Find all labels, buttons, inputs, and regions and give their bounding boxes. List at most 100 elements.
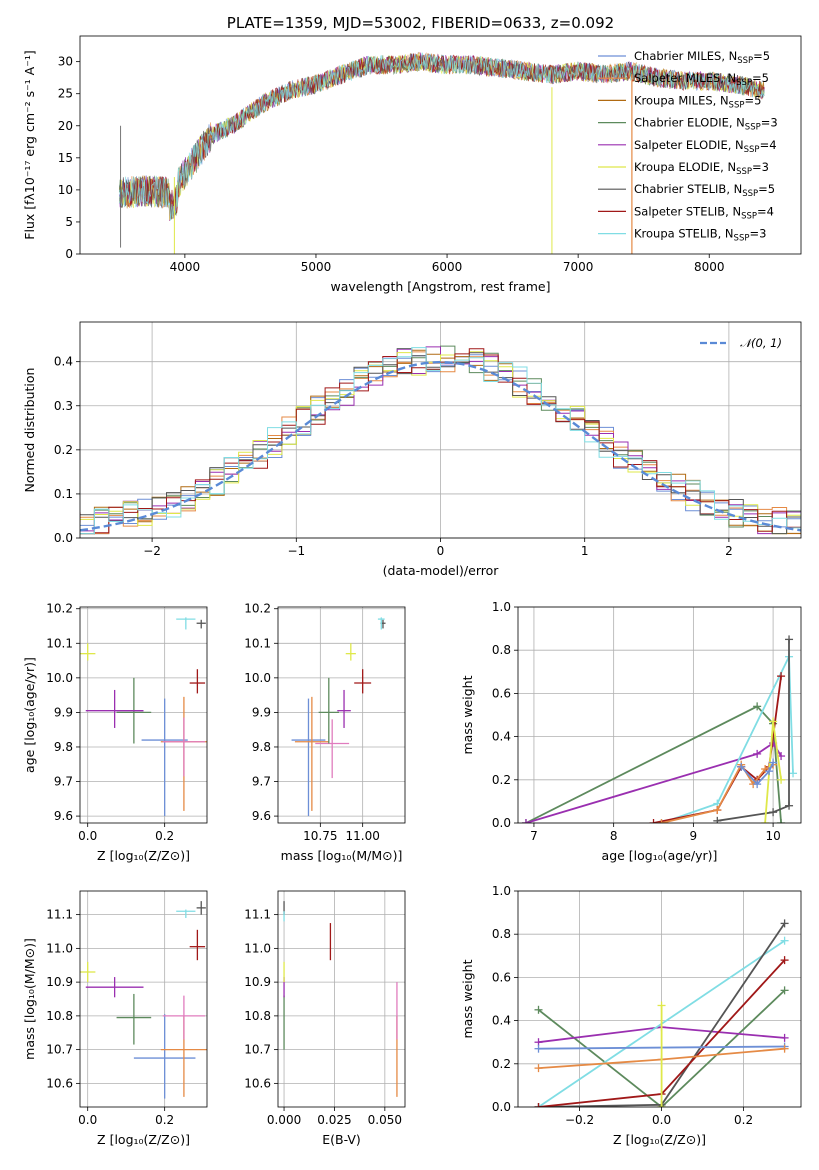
mass-weight-marker: [753, 749, 762, 758]
errorbar-point: [85, 977, 144, 998]
legend-entry-name: Kroupa STELIB, N: [634, 227, 734, 241]
mass-weight-marker: [780, 1044, 789, 1053]
grid-lines: [518, 606, 801, 824]
x-axis-label: wavelength [Angstrom, rest frame]: [330, 279, 550, 294]
mass-weight-marker: [737, 762, 746, 771]
mass-weight-marker: [789, 769, 798, 778]
y-tick-label: 1.0: [492, 600, 511, 614]
y-tick-label: 0.4: [492, 730, 511, 744]
legend-entry-sub: SSP: [742, 189, 758, 199]
mass-weight-line: [661, 656, 794, 823]
spectrum-line: [118, 52, 765, 221]
plot-frame: [79, 890, 208, 1108]
y-tick-label: 0.6: [492, 686, 511, 700]
x-tick-label: 9: [690, 829, 698, 843]
y-tick-label: 9.8: [54, 740, 73, 754]
mass-weight-line: [525, 741, 782, 823]
plot-frame: [517, 890, 802, 1108]
legend-entry-name: Kroupa MILES, N: [634, 93, 729, 107]
ticks: 7 8 9 10 0.0 0.2 0.4 0.6 0.8 1.0: [492, 600, 781, 843]
errorbar-points: [80, 901, 207, 1099]
y-tick-label: 30: [58, 55, 73, 69]
legend-entry-sub: SSP: [734, 234, 750, 244]
y-tick-label: 10.6: [46, 1076, 73, 1090]
errorbar-point: [196, 901, 206, 915]
errorbar-point: [80, 643, 96, 661]
mass-weight-marker: [769, 758, 778, 767]
y-tick-label: 10.8: [244, 1009, 271, 1023]
x-tick-label: 11.00: [345, 829, 379, 843]
y-tick-label: 11.0: [46, 941, 73, 955]
residuals-histogram-panel: −2 −1 0 1 2 0.0 0.1 0.2 0.3 0.4 (data-model)/error…: [22, 321, 802, 578]
y-tick-label: 0.2: [54, 443, 73, 457]
legend-entry-name: Kroupa ELODIE, N: [634, 160, 736, 174]
errorbar-point: [80, 961, 96, 983]
legend-entry: Kroupa MILES, NSSP=5: [634, 93, 761, 110]
x-axis-label: Z [log₁₀(Z/Z⊙)]: [613, 1132, 706, 1147]
spectrum-lines: [118, 51, 765, 254]
x-tick-label: −0.2: [565, 1113, 594, 1127]
errorbar-point: [315, 719, 350, 779]
x-tick-label: 0.025: [317, 1113, 351, 1127]
legend: 𝒩(0, 1): [700, 336, 782, 350]
y-tick-label: 10.7: [46, 1043, 73, 1057]
y-tick-label: 11.1: [244, 908, 271, 922]
legend-entry-sub: SSP: [741, 211, 757, 221]
y-tick-label: 0: [65, 247, 73, 261]
ticks: 4000 5000 6000 7000 8000 0 5 10 15 20 25 30: [58, 55, 725, 274]
y-tick-label: 0.8: [492, 927, 511, 941]
y-tick-label: 0.4: [492, 1014, 511, 1028]
mass-weight-line: [740, 762, 774, 786]
x-tick-label: 10: [765, 829, 780, 843]
legend-entry-name: Salpeter ELODIE, N: [634, 138, 744, 152]
mass-weight-line: [525, 705, 782, 823]
x-axis-label: age [log₁₀(age/yr)]: [602, 848, 718, 863]
spectrum-panel: 4000 5000 6000 7000 8000 0 5 10 15 20 25 30 waveleng…: [22, 14, 802, 294]
y-tick-label: 10.2: [244, 602, 271, 616]
mass-weight-line: [717, 639, 790, 822]
errorbar-point: [162, 717, 206, 777]
mass-weight-marker: [657, 819, 666, 823]
x-tick-label: 0.050: [368, 1113, 402, 1127]
mass-vs-ebv-panel: 0.000 0.025 0.050 10.6 10.7 10.8 10.9 11.0 11.1 E…: [244, 890, 406, 1147]
legend-entry: Kroupa STELIB, NSSP=3: [634, 227, 766, 244]
mass-weight-marker: [780, 986, 789, 995]
errorbar-points: [80, 617, 207, 817]
legend-entry: Kroupa ELODIE, NSSP=3: [634, 160, 769, 177]
grid-lines: [278, 607, 405, 823]
y-axis-label: Normed distribution: [22, 368, 37, 493]
y-tick-label: 25: [58, 87, 73, 101]
legend-entry-name: Salpeter STELIB, N: [634, 204, 741, 218]
legend-entry-sub: SSP: [736, 167, 752, 177]
y-tick-label: 0.0: [54, 531, 73, 545]
mass-weight-marker: [765, 767, 774, 776]
y-tick-label: 0.6: [492, 970, 511, 984]
grid-lines: [80, 891, 207, 1107]
errorbar-point: [176, 617, 196, 630]
mass-weight-marker: [777, 819, 786, 823]
mass-weight-marker: [657, 1001, 666, 1010]
histogram-steps: [80, 345, 801, 535]
mass-weight-lines: [521, 635, 798, 823]
plot-frame: [79, 35, 802, 255]
mass-vs-metallicity-panel: 0.0 0.2 10.6 10.7 10.8 10.9 11.0 11.1 Z [log₁₀(Z…: [22, 890, 208, 1147]
mass-weight-vs-age-panel: 7 8 9 10 0.0 0.2 0.4 0.6 0.8 1.0 age [log₁₀(age/yr…: [460, 600, 802, 863]
y-tick-label: 5: [65, 215, 73, 229]
legend-entry-count: =5: [744, 93, 761, 107]
legend-entry: Chabrier ELODIE, NSSP=3: [634, 116, 778, 133]
mass-weight-marker: [713, 816, 722, 823]
mass-weight-marker: [780, 936, 789, 945]
errorbar-point: [345, 643, 356, 661]
y-tick-label: 9.7: [252, 775, 271, 789]
y-tick-label: 10.9: [46, 975, 73, 989]
mass-weight-marker: [753, 702, 762, 711]
mass-weight-marker: [785, 801, 794, 810]
gaussian-reference-curve: [80, 360, 801, 532]
plot-frame: [517, 606, 802, 824]
mass-weight-marker: [769, 808, 778, 817]
mass-weight-marker: [777, 775, 786, 784]
mass-weight-marker: [780, 1033, 789, 1042]
legend-entry-name: Chabrier STELIB, N: [634, 182, 742, 196]
x-tick-label: 0.0: [78, 829, 97, 843]
